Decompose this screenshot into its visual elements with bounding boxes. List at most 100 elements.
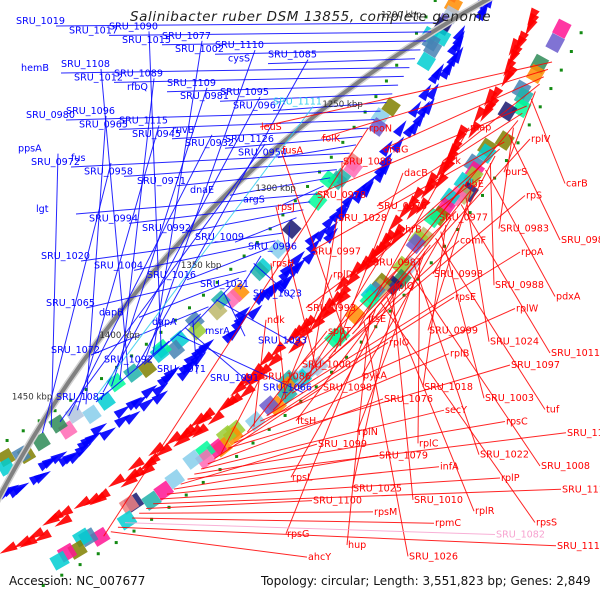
gene-label-forward: SRU_1111 [273,97,322,108]
gene-label-reverse: SRU_1028 [338,213,387,224]
leader-line-reverse [381,76,545,151]
leader-line-forward [85,270,247,309]
accession-label: Accession: NC_007677 [9,574,146,588]
cog-box-inner [545,32,565,54]
leader-line-reverse [253,319,267,427]
gene-label-forward: cysS [228,54,250,65]
gene-label-forward: SRU_0994 [89,213,138,224]
gene-label-forward: SRU_1087 [56,392,105,403]
forward-gene-arrow [221,328,238,344]
gene-label-forward: SRU_1071 [157,364,206,375]
leader-line-reverse [220,376,262,454]
cog-box-inner [89,526,111,547]
gene-label-forward: dnaE [190,185,214,196]
leader-line-reverse [160,477,501,500]
cog-box-outer [416,51,437,72]
gene-label-reverse: SRU_1003 [485,393,534,404]
gene-label-forward: dapB [99,307,124,318]
cog-box-outer [307,191,328,212]
scale-mark-label: 1250 kbp [322,100,363,110]
tick-mark-outer [21,429,25,433]
forward-gene-arrow [151,382,169,398]
leader-line-forward [75,193,317,215]
reverse-gene-arrow [165,430,183,446]
gene-label-forward: lgt [36,204,49,215]
leader-line-reverse [315,105,527,196]
tick-mark-outer [293,199,297,203]
leader-line-reverse [460,204,551,354]
tick-mark-outer [144,342,148,346]
gene-label-reverse: SRU_1024 [490,337,539,348]
reverse-gene-arrow [287,337,305,354]
gene-label-reverse: ftsE [368,314,386,325]
leader-line-reverse [275,206,318,371]
leader-line-forward [55,22,437,27]
gene-label-forward: SRU_0972 [31,157,80,168]
reverse-gene-arrow [344,271,361,288]
tick-mark-outer [341,140,345,144]
tick-mark-inner [481,193,485,197]
cog-box-outer [281,219,302,240]
leader-line-forward [184,327,251,384]
reverse-gene-arrow [42,512,61,526]
tick-mark-inner [235,454,239,458]
tick-mark-outer [424,15,428,19]
cog-box-outer [249,261,270,282]
reverse-gene-arrow [26,527,45,540]
forward-gene-arrow [321,213,337,230]
gene-label-reverse: SRU_1100 [313,496,362,507]
forward-gene-arrow [351,187,367,204]
tick-mark-inner [60,573,64,577]
tick-mark-inner [114,541,118,545]
gene-label-forward: SRU_1126 [225,134,274,145]
leader-line-reverse [291,251,521,394]
cog-box-inner [423,207,444,229]
leader-line-reverse [103,128,369,537]
leader-line-forward [239,255,262,290]
leader-line-forward [70,152,350,168]
leader-line-reverse [180,443,318,485]
forward-gene-arrow [378,152,393,169]
gene-label-reverse: SRU_1008 [541,461,590,472]
leader-line-reverse [334,172,404,353]
leader-line-forward [111,87,208,387]
tick-mark-outer [5,438,9,442]
cog-box-inner [116,510,138,531]
gene-label-reverse: rplR [475,506,495,517]
scale-mark-label: 1450 kbp [12,393,53,403]
leader-line-forward [152,40,203,355]
reverse-gene-arrow [239,383,256,399]
leader-line-forward [144,50,256,362]
forward-gene-arrow [374,161,389,178]
forward-gene-arrow [418,84,432,102]
tick-mark-inner [283,413,287,417]
tick-mark-inner [41,583,45,587]
cog-box-inner [405,233,427,255]
leader-line-forward [176,169,337,187]
tick-mark-inner [388,309,392,313]
tick-mark-inner [579,31,583,35]
gene-label-reverse: SRU_0983 [500,224,549,235]
gene-label-reverse: rpsS [536,518,557,529]
leader-line-reverse [498,127,514,229]
cog-box-inner [391,255,413,277]
leader-line-reverse [351,283,399,489]
gene-label-reverse: SRU_0988 [495,280,544,291]
gene-label-reverse: rplO [389,337,410,348]
gene-label-reverse: SRU_0976 [378,201,427,212]
leader-line-reverse [391,290,414,500]
forward-gene-arrow [125,396,143,411]
tick-mark-outer [201,293,205,297]
gene-label-reverse: SRU_1000 [302,359,351,370]
leader-line-reverse [110,531,308,558]
forward-gene-arrow [246,304,263,321]
forward-gene-arrow [99,427,116,441]
gene-label-reverse: carB [566,179,588,190]
tick-mark-inner [314,385,318,389]
cog-box-outer [149,343,170,364]
cog-box-outer [48,414,68,434]
cog-box-inner [141,490,162,511]
gene-label-reverse: SRU_0985 [561,235,600,246]
leader-line-reverse [207,398,384,465]
gene-label-reverse: SRU_1025 [353,484,402,495]
